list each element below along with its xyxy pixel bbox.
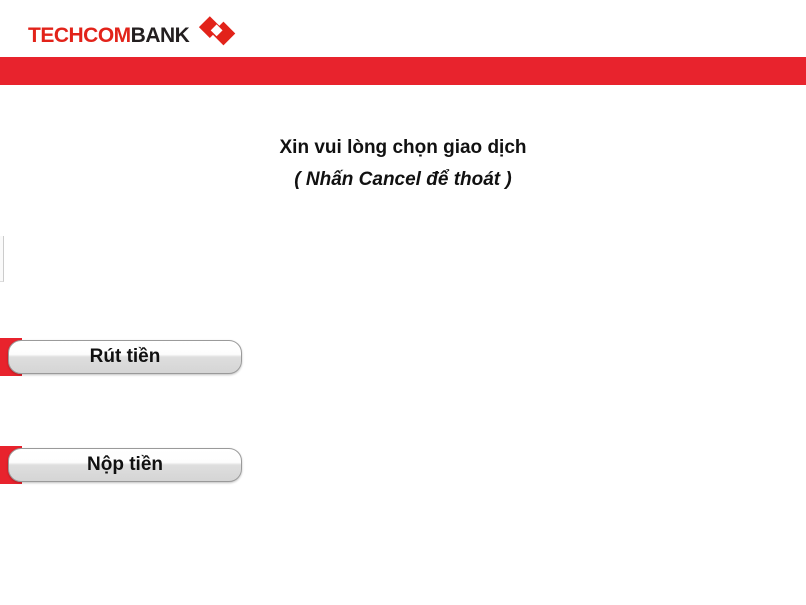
deposit-button[interactable]: Nộp tiền [8, 448, 242, 482]
withdraw-button[interactable]: Rút tiền [8, 340, 242, 374]
partial-button-edge [0, 236, 4, 282]
techcombank-diamond-icon [198, 15, 238, 57]
logo-wordmark: TECHCOMBANK [28, 17, 190, 55]
prompt-block: Xin vui lòng chọn giao dịch ( Nhấn Cance… [0, 136, 806, 192]
logo-text-bank: BANK [130, 24, 190, 47]
logo-text-techcom: TECHCOM [28, 24, 131, 47]
withdraw-button-group: Rút tiền [0, 338, 244, 376]
techcombank-logo: TECHCOMBANK [28, 15, 238, 57]
header-red-bar [0, 57, 806, 85]
withdraw-button-label: Rút tiền [89, 346, 161, 367]
page-subtitle: ( Nhấn Cancel để thoát ) [294, 169, 512, 190]
deposit-button-group: Nộp tiền [0, 446, 244, 484]
page-title: Xin vui lòng chọn giao dịch [279, 137, 527, 158]
deposit-button-label: Nộp tiền [87, 454, 163, 475]
